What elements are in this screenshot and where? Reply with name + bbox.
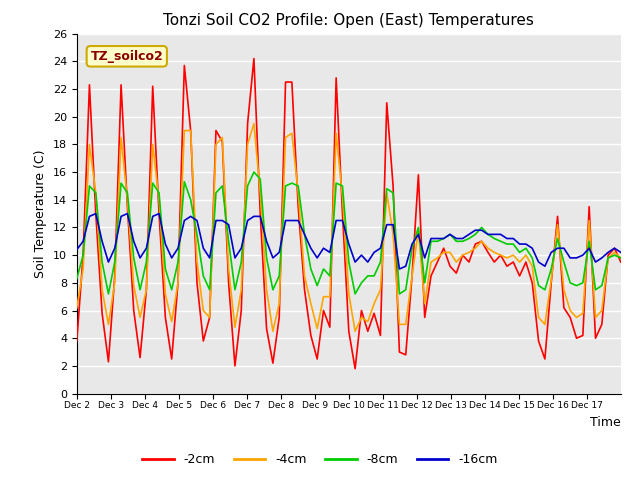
- Y-axis label: Soil Temperature (C): Soil Temperature (C): [35, 149, 47, 278]
- X-axis label: Time: Time: [590, 416, 621, 429]
- Text: TZ_soilco2: TZ_soilco2: [90, 50, 163, 63]
- Legend: -2cm, -4cm, -8cm, -16cm: -2cm, -4cm, -8cm, -16cm: [138, 448, 502, 471]
- Title: Tonzi Soil CO2 Profile: Open (East) Temperatures: Tonzi Soil CO2 Profile: Open (East) Temp…: [163, 13, 534, 28]
